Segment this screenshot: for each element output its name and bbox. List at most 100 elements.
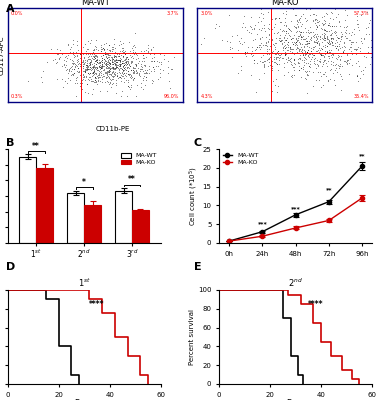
Point: [99, 74, 105, 80]
Point: [273, 51, 279, 57]
Point: [253, 60, 259, 66]
Point: [293, 45, 299, 52]
Point: [83, 62, 89, 69]
Point: [328, 36, 334, 42]
Point: [311, 52, 317, 58]
Point: [171, 54, 177, 61]
Point: [327, 40, 333, 47]
Point: [122, 56, 128, 62]
Point: [113, 56, 119, 62]
Point: [113, 65, 119, 71]
Point: [348, 44, 354, 50]
Point: [123, 62, 129, 68]
Point: [87, 70, 93, 76]
Point: [99, 79, 105, 86]
Point: [92, 58, 98, 64]
Point: [361, 71, 367, 77]
Point: [118, 61, 124, 68]
Point: [83, 62, 89, 68]
Point: [307, 29, 313, 35]
Point: [298, 29, 304, 35]
Point: [132, 68, 138, 74]
Point: [120, 58, 126, 64]
Point: [82, 69, 88, 76]
Point: [78, 59, 84, 65]
Point: [256, 76, 262, 83]
Point: [299, 36, 305, 42]
Point: [75, 69, 81, 76]
Point: [99, 64, 105, 70]
Point: [67, 46, 73, 52]
Point: [98, 48, 104, 54]
Point: [284, 35, 290, 42]
Point: [106, 68, 112, 75]
Point: [317, 58, 323, 64]
Point: [111, 54, 117, 60]
Point: [70, 49, 76, 55]
Point: [130, 69, 136, 75]
Point: [85, 38, 91, 45]
Point: [94, 67, 100, 73]
Point: [314, 40, 320, 46]
Point: [72, 79, 78, 86]
Point: [246, 29, 252, 36]
Point: [343, 30, 349, 36]
Point: [125, 58, 131, 65]
Point: [318, 84, 324, 90]
Point: [140, 52, 146, 58]
Point: [118, 93, 124, 100]
Point: [326, 22, 332, 29]
Point: [331, 52, 337, 58]
Point: [283, 56, 289, 62]
Point: [323, 72, 329, 79]
Point: [279, 55, 285, 62]
Point: [90, 69, 96, 76]
Point: [321, 34, 327, 40]
Point: [300, 52, 306, 58]
Point: [321, 25, 327, 32]
Point: [122, 59, 128, 65]
Point: [120, 71, 126, 77]
Point: [111, 73, 117, 79]
Point: [102, 69, 108, 75]
Point: [310, 16, 316, 23]
Point: [325, 22, 331, 28]
Point: [117, 62, 123, 68]
Point: [329, 50, 335, 57]
Point: [143, 62, 149, 69]
Point: [128, 84, 134, 90]
Point: [48, 45, 54, 52]
Point: [349, 51, 355, 57]
Point: [306, 51, 312, 57]
Point: [73, 93, 79, 99]
Point: [72, 63, 78, 70]
Point: [138, 80, 144, 86]
Point: [120, 60, 126, 66]
Point: [292, 40, 298, 46]
Point: [334, 34, 340, 41]
Point: [238, 67, 244, 73]
Point: [308, 35, 314, 41]
Point: [156, 59, 162, 65]
Point: [54, 58, 60, 65]
Point: [143, 47, 149, 53]
Point: [295, 36, 301, 43]
Point: [90, 70, 96, 76]
Point: [95, 78, 101, 84]
Point: [299, 47, 305, 53]
Point: [77, 82, 83, 89]
Point: [311, 11, 317, 17]
Point: [314, 35, 320, 41]
Point: [101, 56, 107, 62]
Point: [351, 30, 357, 37]
Point: [103, 69, 109, 75]
Point: [274, 30, 280, 36]
Point: [359, 40, 365, 46]
Point: [314, 60, 320, 67]
Point: [109, 50, 115, 56]
Point: [120, 67, 126, 73]
Point: [289, 46, 295, 52]
Point: [106, 54, 112, 60]
Point: [134, 69, 140, 76]
Point: [272, 51, 278, 57]
